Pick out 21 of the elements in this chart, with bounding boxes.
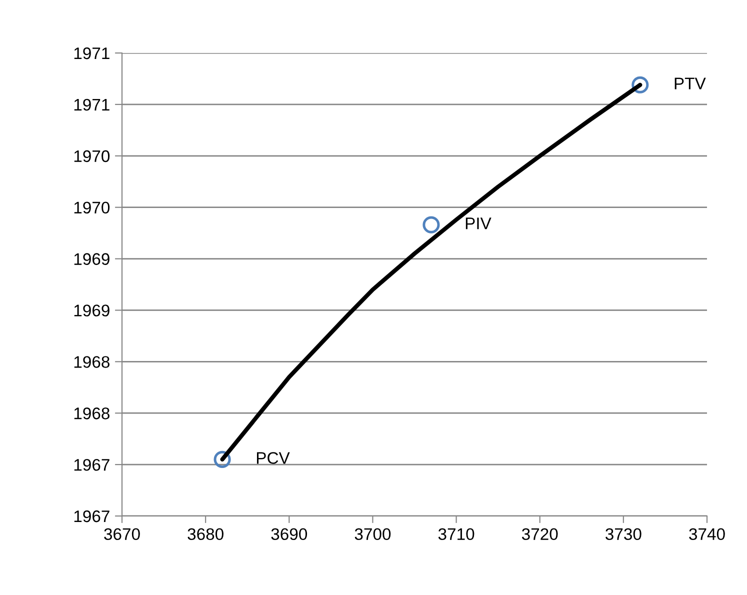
y-tick-label: 1968 — [74, 356, 110, 368]
x-tick-label: 3670 — [104, 528, 140, 540]
x-tick-label: 3730 — [606, 528, 642, 540]
y-tick-label: 1971 — [74, 98, 110, 111]
y-tick-label: 1967 — [74, 510, 110, 522]
x-tick-label: 3700 — [354, 528, 391, 540]
x-tick-label: 3740 — [689, 528, 725, 540]
annotation: PCV — [256, 452, 290, 464]
y-tick-label: 1970 — [74, 150, 110, 162]
y-tick-label: 1967 — [74, 458, 110, 471]
x-tick-label: 3710 — [438, 528, 474, 540]
y-tick-label: 1969 — [74, 253, 110, 265]
x-tick-label: 3680 — [188, 528, 224, 540]
annotation: PTV — [674, 78, 706, 90]
annotation: PIV — [466, 218, 492, 230]
y-tick-label: 1968 — [74, 408, 110, 420]
x-tick-label: 3720 — [522, 528, 558, 540]
y-tick-label: 1969 — [74, 304, 110, 316]
y-tick-label: 1971 — [74, 47, 110, 60]
x-tick-label: 3690 — [271, 528, 308, 540]
y-tick-label: 1970 — [74, 202, 110, 214]
